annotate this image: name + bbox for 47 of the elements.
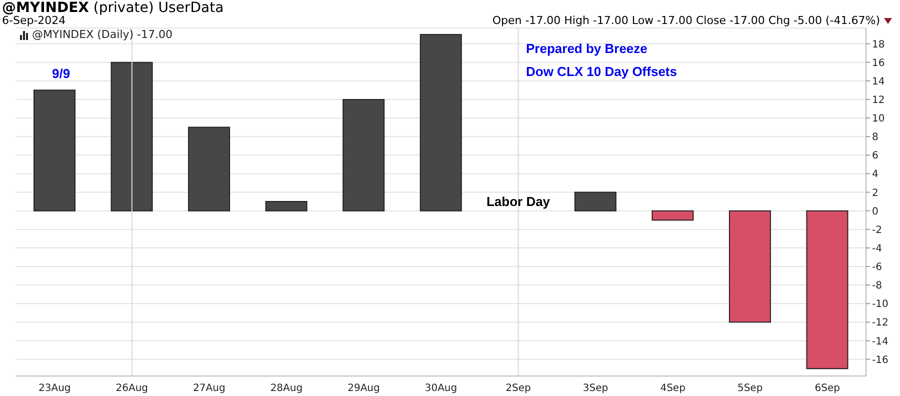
- y-tick-label: -6: [872, 262, 882, 274]
- chart-title: @MYINDEX (private) UserData: [2, 0, 224, 16]
- y-tick-label: 0: [872, 206, 878, 218]
- y-tick-label: -16: [872, 354, 888, 366]
- y-tick-label: -14: [872, 336, 888, 348]
- annotation: Dow CLX 10 Day Offsets: [526, 64, 677, 79]
- y-tick-label: 14: [872, 76, 885, 88]
- bar: [652, 210, 694, 221]
- bar: [265, 201, 308, 212]
- y-tick-label: -12: [872, 318, 888, 329]
- y-tick-label: 8: [872, 132, 878, 144]
- x-tick-label: 28Aug: [270, 383, 303, 394]
- x-tick-label: 30Aug: [424, 383, 458, 394]
- annotation: @MYINDEX (Daily) -17.00: [32, 28, 173, 41]
- y-tick-label: 2: [872, 188, 878, 199]
- y-tick-label: 12: [872, 95, 885, 106]
- x-tick-label: 6Sep: [814, 383, 840, 394]
- x-tick-label: 5Sep: [737, 383, 763, 394]
- annotation: Labor Day: [486, 194, 551, 210]
- annotation: Prepared by Breeze: [526, 41, 648, 56]
- bar: [574, 192, 616, 212]
- bar: [110, 62, 153, 212]
- x-tick-label: 2Sep: [506, 383, 531, 394]
- annotation: 9/9: [52, 66, 70, 81]
- chart-subtitle: 6-Sep-2024: [2, 14, 66, 27]
- bar: [728, 210, 771, 323]
- y-tick-label: 10: [872, 114, 885, 125]
- bar: [188, 126, 230, 212]
- y-tick-label: 18: [872, 39, 885, 50]
- y-tick-label: -2: [872, 224, 882, 236]
- y-tick-label: 4: [872, 169, 878, 180]
- x-tick-label: 3Sep: [582, 383, 608, 394]
- x-tick-label: 23Aug: [38, 383, 71, 394]
- x-tick-label: 27Aug: [193, 383, 226, 394]
- bar: [342, 98, 385, 212]
- text: Open -17.00 High -17.00 Low -17.00 Close -17.00 Chg -5.00 (-41.67%): [492, 14, 880, 27]
- bar: [34, 90, 76, 212]
- y-tick-label: -10: [872, 299, 888, 310]
- y-tick-label: -4: [872, 243, 882, 254]
- bar: [420, 34, 462, 212]
- bar: [806, 210, 848, 370]
- x-tick-label: 29Aug: [348, 383, 380, 394]
- x-tick-label: 26Aug: [116, 383, 148, 394]
- x-tick-label: 4Sep: [660, 383, 686, 394]
- y-tick-label: -8: [872, 280, 882, 292]
- y-tick-label: 6: [872, 150, 878, 162]
- y-tick-label: 16: [872, 58, 885, 69]
